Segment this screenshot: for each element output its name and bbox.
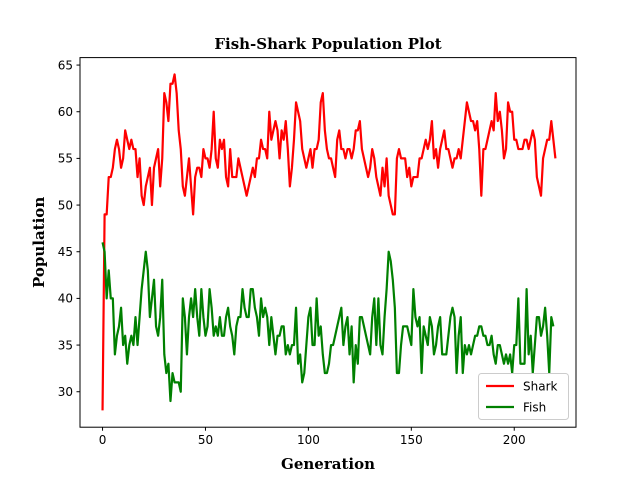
plot-frame — [79, 57, 577, 428]
y-tick-label: 65 — [58, 58, 73, 72]
plot-lines — [101, 73, 557, 411]
series-line-shark — [101, 73, 557, 411]
chart-title: Fish-Shark Population Plot — [214, 35, 441, 53]
y-tick-label: 30 — [58, 385, 73, 399]
legend: Shark Fish — [478, 373, 569, 420]
x-tick-label: 0 — [99, 433, 107, 447]
x-tick-label: 50 — [198, 433, 213, 447]
x-tick-label: 150 — [400, 433, 423, 447]
x-tick-label: 200 — [503, 433, 526, 447]
y-tick-label: 60 — [58, 105, 73, 119]
y-tick-label: 50 — [58, 198, 73, 212]
legend-label-shark: Shark — [523, 380, 558, 394]
legend-label-fish: Fish — [523, 401, 546, 415]
x-axis: 0 50 100 150 200 — [99, 427, 526, 447]
y-tick-label: 40 — [58, 292, 73, 306]
y-tick-label: 45 — [58, 245, 73, 259]
x-axis-label: Generation — [281, 455, 375, 473]
y-axis-label: Population — [30, 197, 48, 288]
series-line-fish — [101, 242, 555, 403]
y-tick-label: 35 — [58, 338, 73, 352]
y-tick-label: 55 — [58, 152, 73, 166]
x-tick-label: 100 — [297, 433, 320, 447]
y-axis: 30 35 40 45 50 55 60 65 — [58, 58, 80, 399]
